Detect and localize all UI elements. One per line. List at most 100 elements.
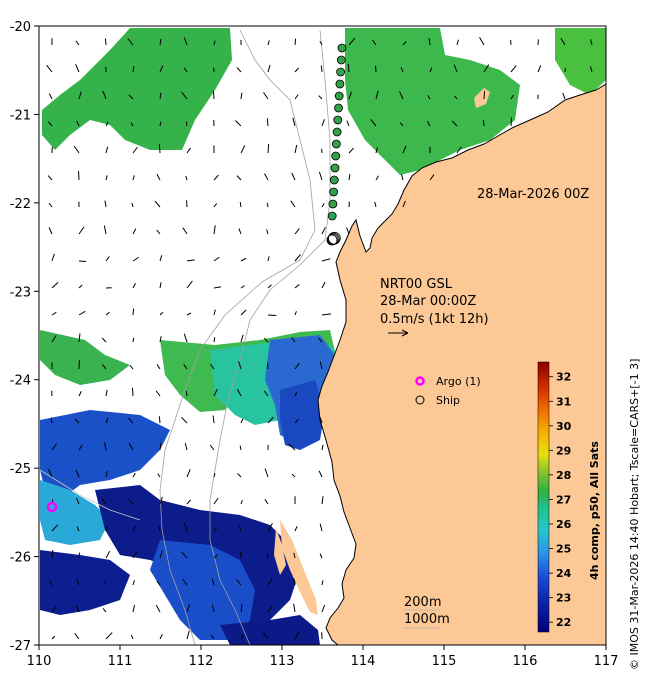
current-vector xyxy=(186,259,195,262)
current-vector xyxy=(399,91,404,100)
current-vector xyxy=(132,146,138,154)
current-vector xyxy=(321,580,324,586)
current-vector xyxy=(321,444,324,451)
patch-blue-southwest xyxy=(40,410,170,500)
ship-position-marker xyxy=(334,91,344,101)
current-vector xyxy=(294,526,298,532)
current-vector xyxy=(154,200,161,208)
current-vector xyxy=(105,389,108,397)
current-vector xyxy=(105,550,111,559)
current-vector xyxy=(292,117,296,127)
ship-position-marker xyxy=(328,199,338,209)
current-vector xyxy=(47,175,53,181)
ship-legend-icon xyxy=(415,395,425,405)
current-vector xyxy=(183,333,188,343)
current-vector xyxy=(238,525,242,532)
current-vector xyxy=(48,93,53,100)
ship-legend-label: Ship xyxy=(436,394,460,407)
current-vector xyxy=(209,363,215,370)
current-vector xyxy=(155,604,161,613)
current-scale-legend: NRT00 GSL 28-Mar 00:00Z 0.5m/s (1kt 12h) xyxy=(380,277,489,337)
current-vector xyxy=(294,362,300,370)
credit-text: © IMOS 31-Mar-2026 14:40 Hobart; Tscale=… xyxy=(628,359,641,670)
current-vector xyxy=(266,229,269,235)
current-vector xyxy=(159,311,164,316)
current-vector xyxy=(78,284,83,289)
current-vector xyxy=(105,417,109,424)
ship-position-marker xyxy=(329,175,339,185)
current-vector xyxy=(186,469,191,478)
current-vector xyxy=(78,444,83,451)
current-vector xyxy=(102,608,107,613)
current-vector xyxy=(132,283,136,289)
patch-blue-south xyxy=(150,540,255,640)
current-vector xyxy=(293,578,296,586)
current-vector xyxy=(483,64,490,73)
current-vector xyxy=(104,580,107,586)
current-vector xyxy=(510,94,514,100)
current-vector xyxy=(50,417,53,424)
current-vector xyxy=(158,144,161,154)
x-tick-label: 111 xyxy=(108,654,133,669)
current-vector xyxy=(130,122,134,127)
current-vector xyxy=(159,92,162,100)
timestamp-label: 28-Mar-2026 00Z xyxy=(477,187,589,202)
current-vector xyxy=(129,364,134,370)
current-vector xyxy=(105,146,109,154)
current-vector xyxy=(426,120,431,127)
current-vector xyxy=(105,311,110,316)
current-vector xyxy=(128,442,134,451)
current-vector xyxy=(75,40,80,46)
current-vector xyxy=(427,95,431,100)
current-vector xyxy=(240,145,246,154)
current-vector xyxy=(104,442,107,451)
current-vector xyxy=(213,472,216,478)
current-vector xyxy=(291,473,296,478)
current-vector xyxy=(213,256,220,262)
ship-position-marker xyxy=(327,211,337,221)
current-legend-line2: 28-Mar 00:00Z xyxy=(380,294,476,309)
current-vector xyxy=(156,229,161,235)
current-vector xyxy=(102,90,107,100)
current-vector xyxy=(78,91,82,100)
current-vector xyxy=(48,202,53,208)
current-vector xyxy=(182,579,188,586)
current-vector xyxy=(186,630,190,640)
current-vector xyxy=(267,64,271,73)
current-vector xyxy=(132,256,139,262)
current-vector xyxy=(159,633,163,640)
current-vector xyxy=(294,228,300,235)
current-vector xyxy=(132,228,137,235)
current-vector xyxy=(156,580,161,586)
current-vector xyxy=(101,498,107,505)
current-vector xyxy=(186,147,191,154)
current-vector xyxy=(293,603,296,613)
colorbar-tick-label: 28 xyxy=(556,469,571,482)
y-tick-label: -24 xyxy=(10,374,31,389)
current-vector xyxy=(159,38,162,46)
current-vector xyxy=(104,38,107,46)
current-vector xyxy=(267,605,274,613)
current-vector xyxy=(104,200,107,208)
current-vector xyxy=(320,65,323,73)
current-vector xyxy=(319,361,323,370)
current-vector xyxy=(374,201,377,208)
current-vector xyxy=(267,284,272,289)
current-vector xyxy=(346,227,350,235)
patch-green-northeast xyxy=(345,28,520,175)
current-vector xyxy=(372,39,377,46)
current-vector xyxy=(159,65,164,73)
current-vector xyxy=(562,92,566,100)
current-vector xyxy=(321,203,325,208)
current-vector xyxy=(375,175,379,181)
current-vector xyxy=(318,337,323,343)
current-vector xyxy=(186,499,192,505)
scale-arrow-icon xyxy=(388,329,409,337)
current-vector xyxy=(159,443,162,451)
current-vector xyxy=(157,473,161,478)
current-vector xyxy=(213,527,218,532)
current-vector xyxy=(127,498,134,505)
current-vector xyxy=(159,282,162,289)
y-tick-label: -23 xyxy=(10,285,31,300)
colorbar-ticks: 32 31 30 29 28 27 26 25 24 23 22 xyxy=(549,371,572,629)
